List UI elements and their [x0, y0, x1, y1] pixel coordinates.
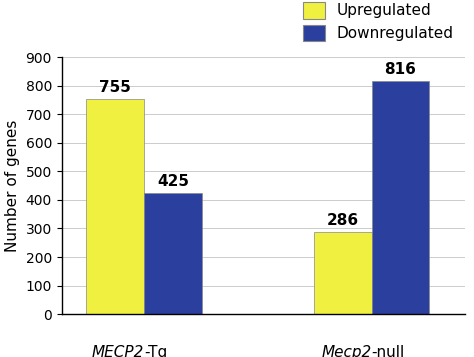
Bar	[86, 99, 144, 314]
Text: 286: 286	[327, 213, 359, 228]
Bar	[314, 232, 372, 314]
Bar	[372, 81, 429, 314]
Text: 425: 425	[157, 174, 189, 189]
Y-axis label: Number of genes: Number of genes	[5, 120, 20, 252]
Text: 816: 816	[384, 62, 416, 77]
Bar	[144, 193, 202, 314]
Text: 755: 755	[100, 80, 131, 95]
Text: -Tg: -Tg	[144, 345, 167, 357]
Text: -null: -null	[372, 345, 405, 357]
Text: Mecp2: Mecp2	[321, 345, 372, 357]
Text: MECP2: MECP2	[92, 345, 144, 357]
Legend: Upregulated, Downregulated: Upregulated, Downregulated	[300, 0, 457, 44]
